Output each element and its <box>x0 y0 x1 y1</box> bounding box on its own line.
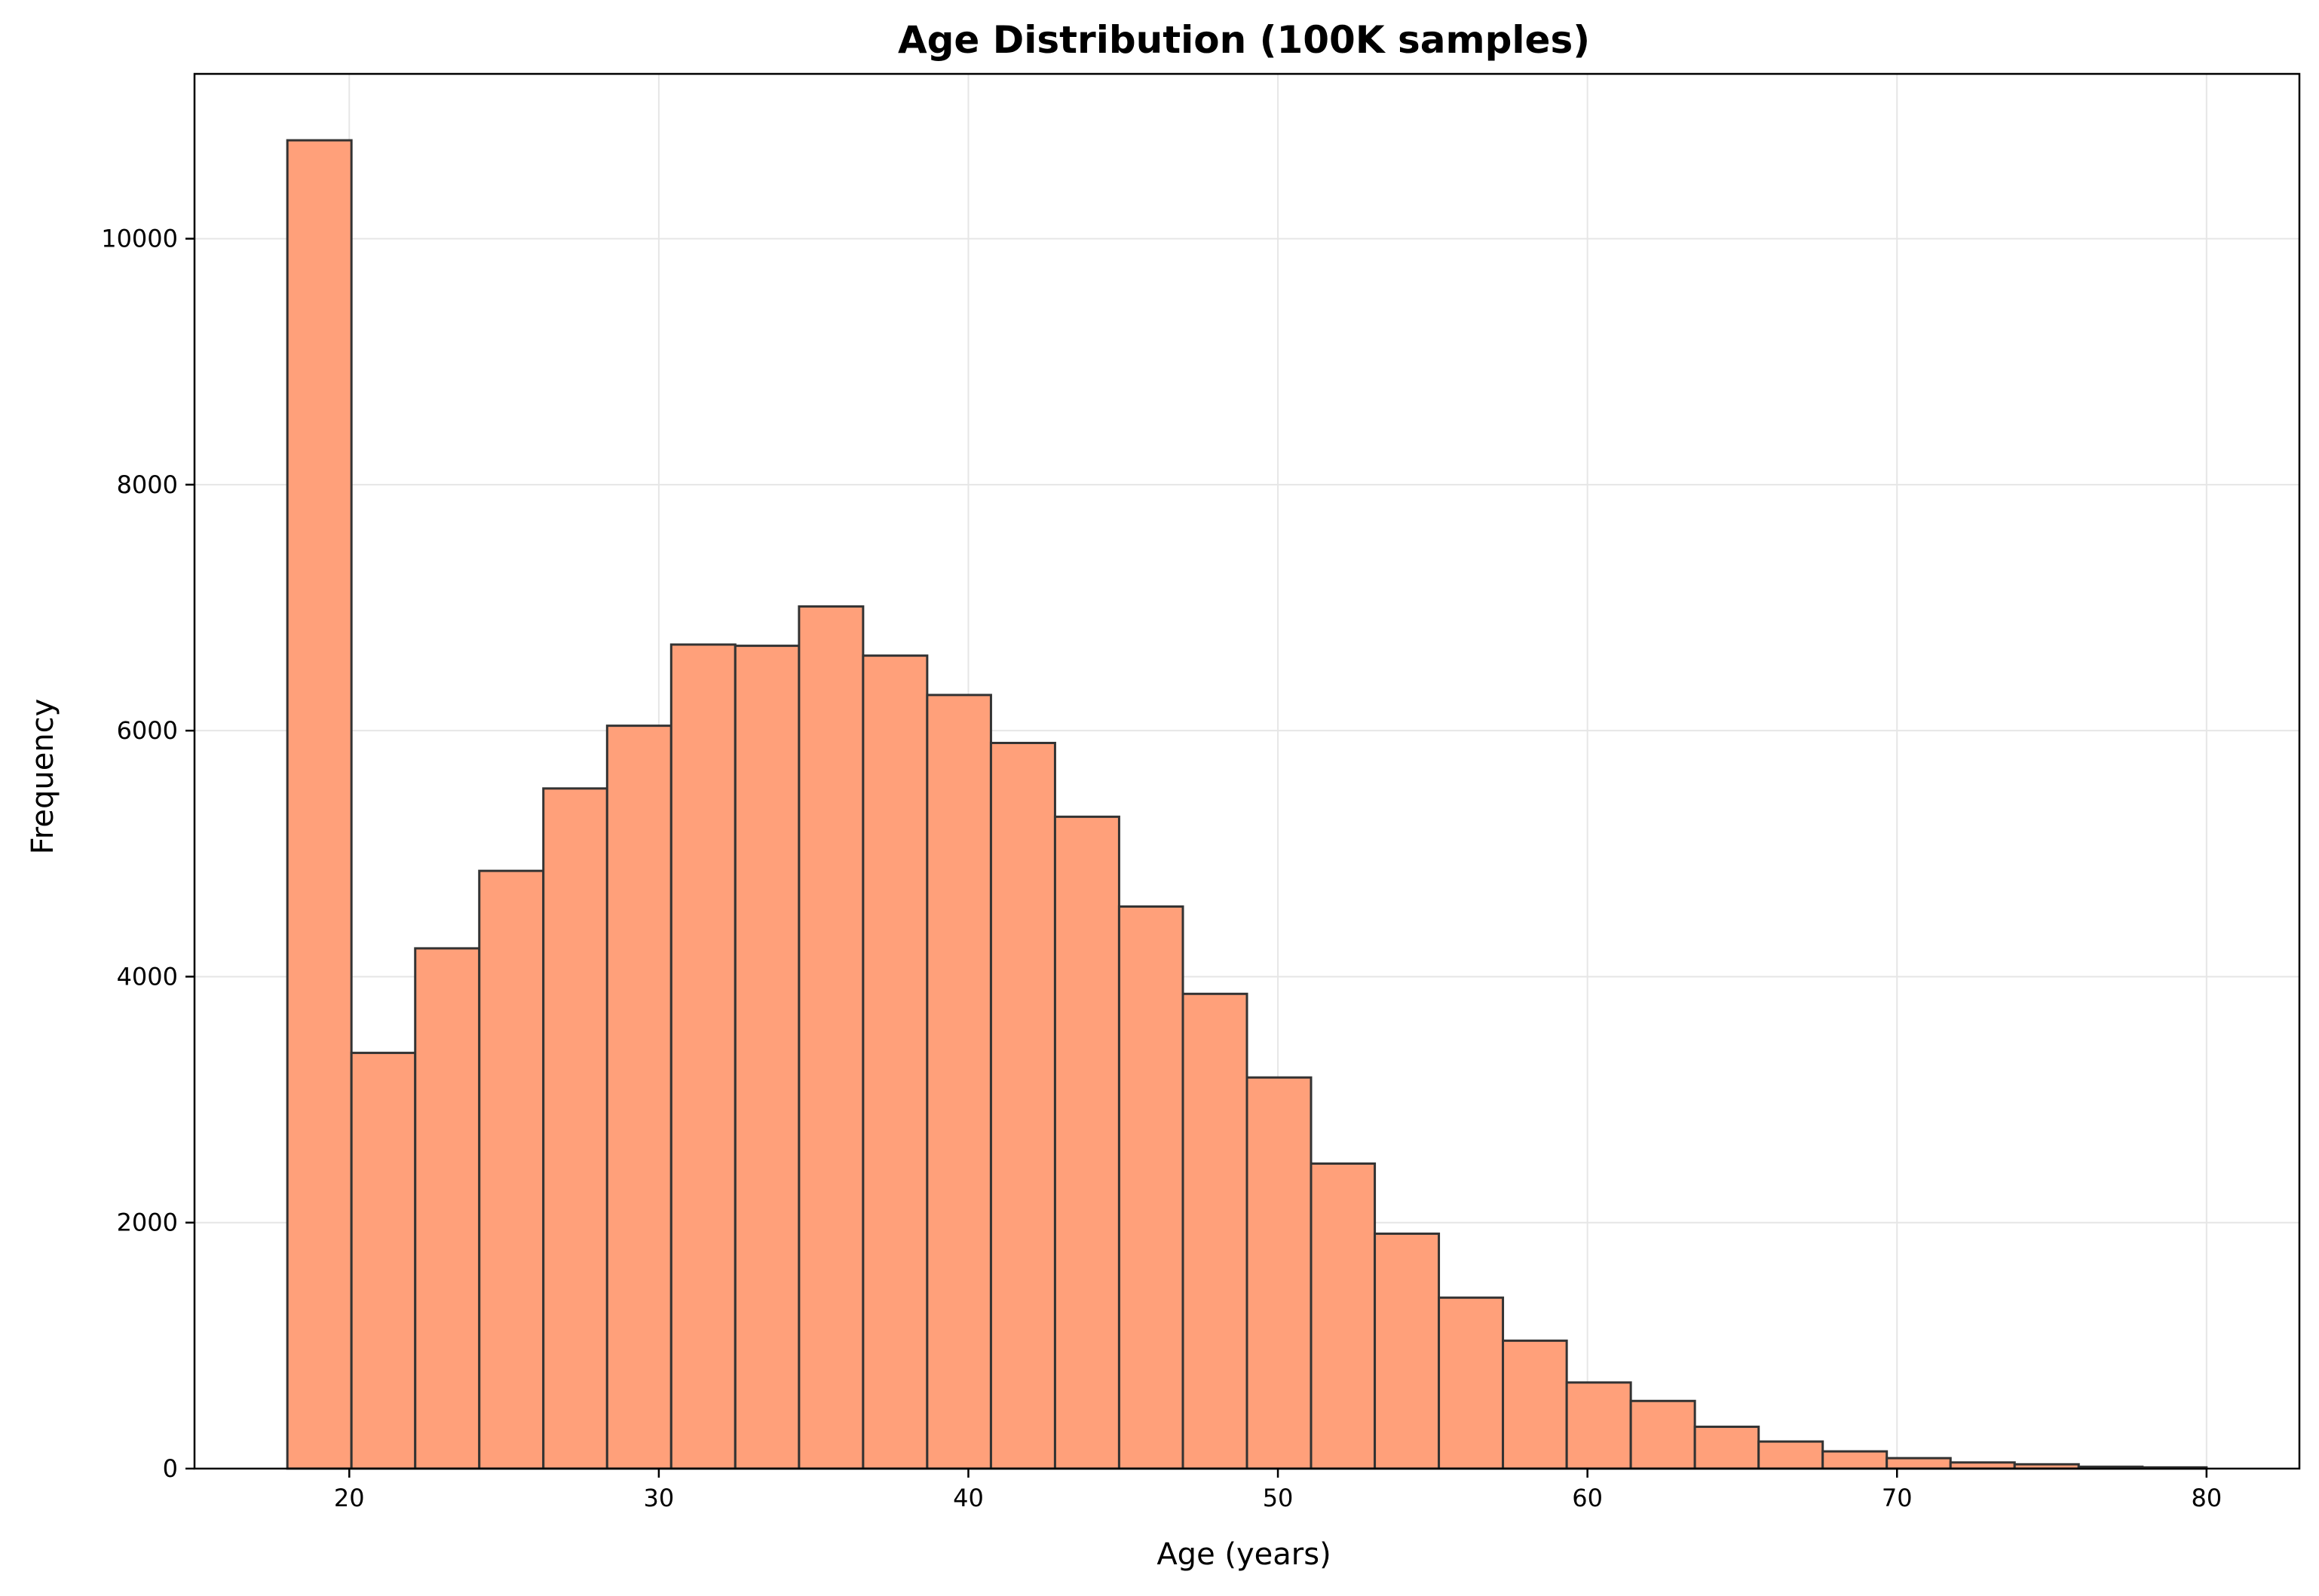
histogram-bar <box>1245 1076 1313 1470</box>
y-tick-label: 6000 <box>117 716 178 745</box>
histogram-bar <box>1181 992 1248 1470</box>
histogram-bar <box>1374 1232 1441 1470</box>
histogram-bar <box>286 139 353 1470</box>
histogram-bar <box>1117 905 1184 1470</box>
histogram-bar <box>478 869 545 1470</box>
histogram-bar <box>414 947 481 1470</box>
x-tick-label: 60 <box>1572 1484 1603 1512</box>
histogram-bar <box>734 645 801 1470</box>
histogram-bar <box>669 643 737 1470</box>
histogram-bar <box>1502 1339 1568 1470</box>
histogram-bar <box>1886 1457 1952 1470</box>
histogram-bar <box>1310 1162 1377 1470</box>
chart-title: Age Distribution (100K samples) <box>898 18 1590 62</box>
x-tick-label: 40 <box>953 1484 984 1512</box>
x-tick-label: 80 <box>2191 1484 2222 1512</box>
histogram-bar <box>1629 1399 1696 1470</box>
axes <box>185 72 2301 1478</box>
histogram-bar <box>926 694 992 1470</box>
tick-labels: 20 30 40 50 60 70 80 0 2000 4000 6000 8000 10000 <box>101 225 2222 1512</box>
x-tick-label: 20 <box>334 1484 365 1512</box>
histogram-bar <box>862 654 929 1470</box>
x-axis-label: Age (years) <box>1156 1537 1331 1572</box>
x-tick-label: 30 <box>644 1484 675 1512</box>
histogram-bar <box>798 605 865 1470</box>
histogram-bar <box>542 787 608 1470</box>
y-tick-label: 8000 <box>117 470 178 499</box>
histogram-bar <box>1438 1296 1505 1470</box>
histogram-bars <box>286 139 2208 1470</box>
histogram-bar <box>605 724 672 1470</box>
histogram-bar <box>1821 1450 1889 1470</box>
histogram-bar <box>1565 1381 1632 1470</box>
histogram-bar <box>1757 1440 1824 1470</box>
plot-frame <box>193 72 2301 1470</box>
y-tick-label: 2000 <box>117 1208 178 1237</box>
histogram-bar <box>350 1052 417 1470</box>
x-tick-label: 70 <box>1882 1484 1913 1512</box>
y-tick-label: 10000 <box>101 225 178 253</box>
y-axis-label: Frequency <box>26 699 60 855</box>
histogram-bar <box>1053 815 1120 1470</box>
histogram-bar <box>1693 1426 1760 1470</box>
y-tick-label: 4000 <box>117 962 178 991</box>
x-tick-label: 50 <box>1263 1484 1294 1512</box>
histogram-bar <box>989 741 1056 1470</box>
y-tick-label: 0 <box>163 1454 178 1483</box>
